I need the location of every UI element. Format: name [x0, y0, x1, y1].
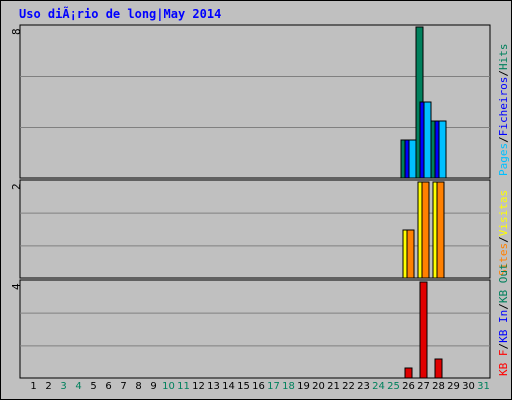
day-label: 12 [192, 381, 205, 392]
bar-pages-day-28 [438, 120, 447, 179]
day-label: 4 [75, 381, 82, 392]
legend-entry: Hits [497, 43, 510, 71]
bar-pages-day-26 [408, 139, 417, 179]
day-label: 2 [45, 381, 52, 392]
day-label: 5 [90, 381, 97, 392]
bar-sites-day-26 [406, 229, 415, 279]
day-label: 3 [60, 381, 67, 392]
legend-entry: KB F [497, 349, 510, 377]
legend-separator: / [497, 70, 510, 77]
day-label: 11 [177, 381, 190, 392]
day-label: 19 [297, 381, 310, 392]
day-label: 14 [222, 381, 235, 392]
day-label: 18 [282, 381, 295, 392]
day-label: 30 [462, 381, 475, 392]
y-max-label-hits: 8 [10, 28, 23, 35]
y-max-label-kbytes: 4 [10, 283, 23, 290]
day-label: 22 [342, 381, 355, 392]
y-max-label-visits: 2 [10, 183, 23, 190]
bar-kb-f-day-27 [419, 281, 428, 379]
day-label: 17 [267, 381, 280, 392]
day-label: 7 [120, 381, 127, 392]
day-label: 10 [162, 381, 175, 392]
legend-hits: Pages/Ficheiros/Hits [497, 44, 510, 176]
day-label: 24 [372, 381, 385, 392]
bar-pages-day-27 [423, 101, 432, 179]
day-label: 8 [135, 381, 142, 392]
day-label: 1 [30, 381, 37, 392]
legend-separator: / [497, 236, 510, 243]
legend-separator: / [497, 303, 510, 310]
day-label: 23 [357, 381, 370, 392]
day-label: 25 [387, 381, 400, 392]
chart-title: Uso diÃ¡rio de long|May 2014 [19, 7, 222, 21]
day-label: 20 [312, 381, 325, 392]
legend-separator: / [497, 136, 510, 143]
bar-sites-day-28 [436, 181, 445, 279]
day-label: 26 [402, 381, 415, 392]
legend-entry: Pages [497, 142, 510, 176]
plot-panel-kbytes [19, 279, 491, 379]
day-label: 21 [327, 381, 340, 392]
day-label: 9 [150, 381, 157, 392]
bar-kb-f-day-28 [434, 358, 443, 379]
legend-separator: / [497, 342, 510, 350]
day-label: 28 [432, 381, 445, 392]
day-label: 16 [252, 381, 265, 392]
legend-entry: KB Out [497, 263, 510, 304]
day-label: 29 [447, 381, 460, 392]
day-label: 15 [237, 381, 250, 392]
legend-entry: Visitas [497, 189, 510, 237]
bar-kb-f-day-26 [404, 367, 413, 379]
legend-entry: KB In [497, 309, 510, 343]
legend-entry: Ficheiros [497, 76, 510, 137]
day-label: 31 [477, 381, 490, 392]
day-label: 27 [417, 381, 430, 392]
day-label: 13 [207, 381, 220, 392]
bar-sites-day-27 [421, 181, 430, 279]
day-label: 6 [105, 381, 112, 392]
legend-kbytes: KB F/KB In/KB Out [497, 263, 510, 376]
